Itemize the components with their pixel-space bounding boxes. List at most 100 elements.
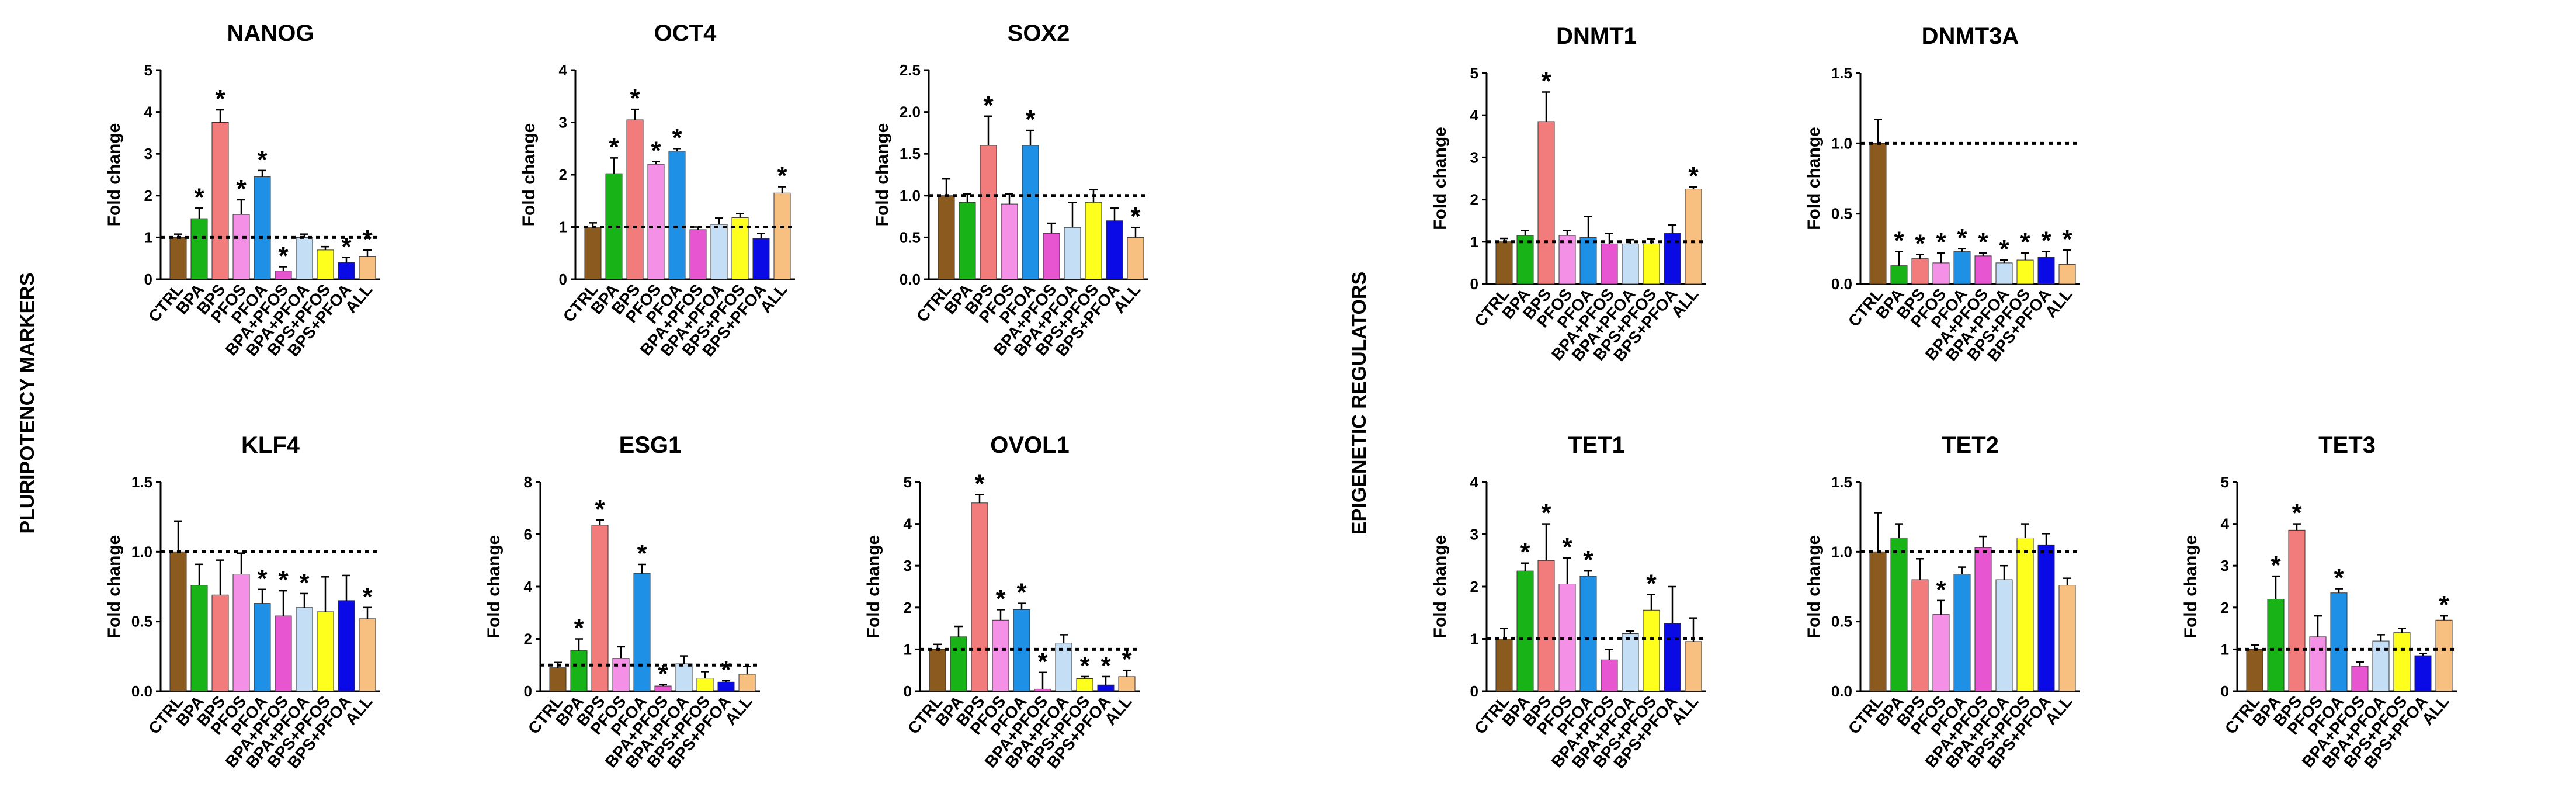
bar-bpa-pfos (1974, 255, 1992, 285)
y-tick-label: 0.0 (1831, 682, 1852, 700)
bar-ctrl (1495, 241, 1513, 285)
significance-star: * (341, 233, 352, 261)
bar-bpa (190, 585, 208, 692)
chart-title: DNMT3A (1922, 23, 2019, 49)
significance-star: * (1016, 578, 1027, 607)
chart-title: TET1 (1568, 432, 1625, 458)
bar-bpa (570, 650, 588, 692)
bar-bps (1911, 579, 1929, 692)
bar-bps-pfos (1085, 202, 1102, 280)
significance-star: * (2292, 499, 2302, 528)
significance-star: * (777, 162, 787, 190)
significance-star: * (278, 566, 289, 594)
chart-title: OCT4 (654, 20, 717, 46)
bar-pfos (1932, 262, 1950, 285)
significance-star: * (1562, 533, 1572, 562)
bar-bpa-pfos (689, 229, 707, 280)
y-tick-label: 1.0 (1831, 543, 1852, 560)
y-tick-label: 0 (144, 271, 152, 288)
significance-star: * (2062, 225, 2072, 254)
y-tick-label: 4 (559, 61, 568, 79)
y-axis-label: Fold change (519, 123, 539, 227)
significance-star: * (1100, 651, 1111, 680)
bar-all (738, 674, 756, 692)
y-tick-label: 5 (904, 473, 912, 491)
bar-pfos (992, 619, 1009, 692)
y-tick-label: 2.0 (900, 103, 921, 121)
bar-pfoa (668, 151, 686, 280)
y-tick-label: 2 (2221, 599, 2229, 616)
significance-star: * (983, 91, 994, 120)
y-axis-label: Fold change (484, 535, 504, 639)
bar-bps (2288, 529, 2306, 692)
y-tick-label: 4 (1470, 106, 1479, 124)
y-tick-label: 2 (559, 166, 567, 183)
chart-title: ESG1 (619, 432, 682, 458)
bar-all (1685, 641, 1702, 692)
significance-star: * (1894, 227, 1904, 255)
bar-bps-pfoa (338, 600, 355, 692)
bar-bps (1537, 560, 1555, 692)
y-tick-label: 1.5 (900, 145, 921, 162)
significance-star: * (1688, 162, 1699, 190)
significance-star: * (574, 614, 584, 643)
y-tick-label: 1 (2221, 640, 2229, 658)
bar-bpa (1890, 537, 1908, 692)
bar-pfoa (633, 573, 651, 692)
bar-ctrl (584, 227, 602, 280)
group-label-epigenetic: EPIGENETIC REGULATORS (1348, 272, 1370, 535)
bar-bps-pfoa (338, 262, 355, 280)
bar-bps-pfos (1076, 678, 1093, 692)
significance-star: * (995, 584, 1006, 613)
chart-title: TET3 (2318, 432, 2376, 458)
bar-bps-pfoa (1097, 684, 1115, 692)
bar-pfoa (254, 603, 271, 692)
significance-star: * (974, 469, 985, 498)
bar-pfoa (1579, 237, 1597, 285)
significance-star: * (651, 137, 661, 165)
bar-ctrl (1869, 551, 1887, 692)
y-tick-label: 0 (559, 271, 567, 288)
bar-all (2058, 264, 2076, 285)
bar-bps (211, 122, 229, 280)
bar-bpa-pfoa (296, 237, 313, 280)
bar-ctrl (169, 237, 187, 280)
bar-all (2435, 619, 2453, 692)
y-tick-label: 1.0 (131, 543, 152, 560)
bar-bps-pfoa (2414, 655, 2432, 692)
significance-star: * (2020, 228, 2030, 257)
bar-bpa-pfoa (675, 663, 693, 692)
y-axis-label: Fold change (1804, 127, 1824, 230)
significance-star: * (1130, 202, 1141, 231)
y-tick-label: 4 (2221, 515, 2230, 533)
y-tick-label: 5 (1470, 64, 1478, 82)
bar-bpa-pfoa (1995, 579, 2013, 692)
significance-star: * (1583, 546, 1593, 574)
y-axis-label: Fold change (1804, 535, 1824, 639)
bar-bps (971, 502, 988, 692)
bar-bps-pfos (2393, 632, 2411, 692)
significance-star: * (215, 85, 225, 113)
bar-pfos (2309, 636, 2327, 692)
bar-ctrl (1869, 143, 1887, 285)
significance-star: * (721, 656, 731, 684)
y-tick-label: 6 (524, 526, 532, 543)
bar-bpa-pfos (1043, 233, 1060, 280)
bar-bps (1911, 258, 1929, 285)
chart-title: SOX2 (1008, 20, 1070, 46)
significance-star: * (1520, 538, 1530, 567)
bar-bps-pfoa (2037, 544, 2055, 692)
bar-bpa-pfoa (1622, 243, 1639, 285)
y-axis-label: Fold change (105, 535, 124, 639)
y-tick-label: 2 (144, 187, 152, 205)
bar-all (2058, 585, 2076, 692)
significance-star: * (1999, 235, 2009, 264)
y-tick-label: 4 (904, 515, 912, 533)
significance-star: * (236, 175, 247, 203)
